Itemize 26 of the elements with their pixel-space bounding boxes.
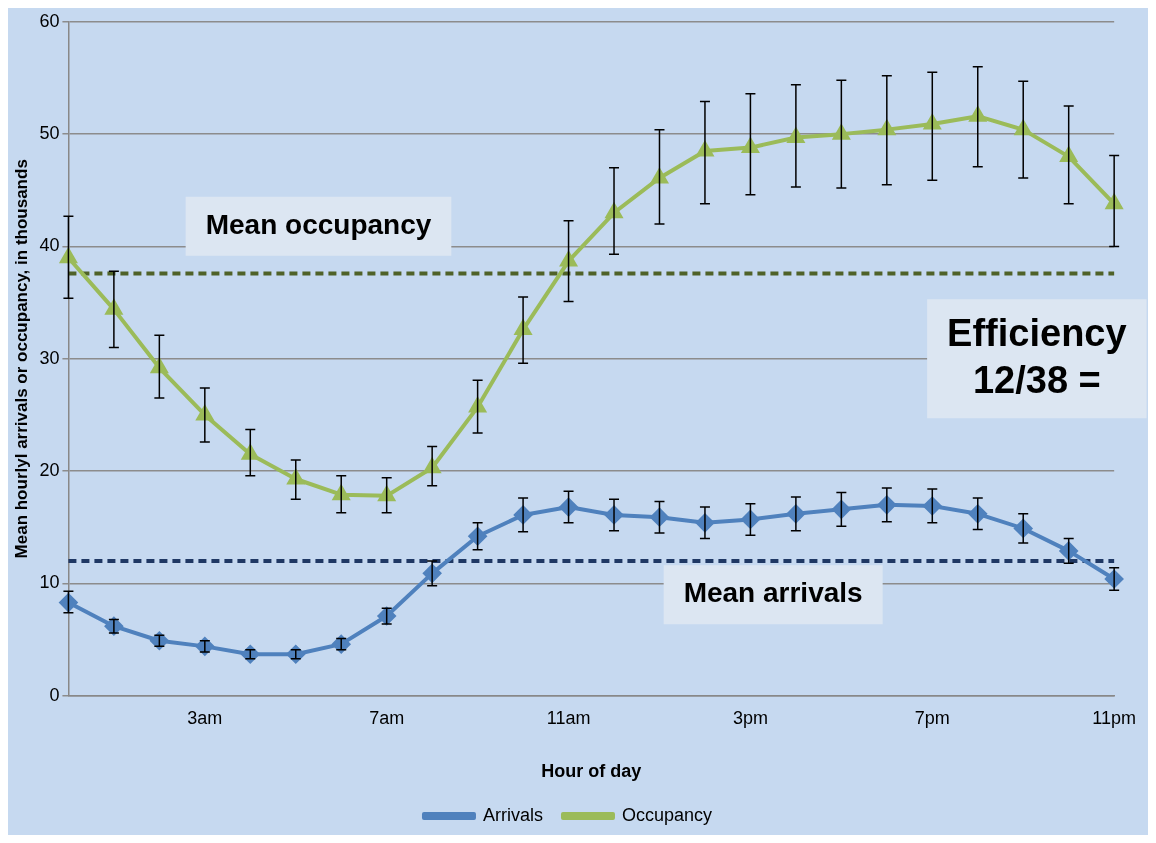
legend-label: Arrivals	[482, 804, 543, 825]
y-tick-label: 0	[49, 684, 60, 705]
y-tick-label: 50	[39, 123, 60, 144]
y-tick-label: 30	[39, 347, 60, 368]
x-tick-label: 11am	[546, 707, 591, 728]
ref-line-label: Mean occupancy	[205, 208, 432, 240]
x-tick-label: 7pm	[914, 707, 950, 728]
y-tick-label: 60	[39, 10, 60, 31]
y-axis-title: Mean hourlyl arrivals or occupancy, in thousands	[11, 159, 31, 559]
point	[241, 645, 260, 664]
point	[332, 635, 351, 654]
x-tick-label: 3am	[187, 707, 223, 728]
x-tick-label: 3pm	[732, 707, 768, 728]
annotation: 12/38 =	[972, 359, 1101, 402]
y-tick-label: 10	[39, 572, 60, 593]
point	[286, 645, 305, 664]
annotation: Efficiency	[947, 311, 1127, 354]
y-tick-label: 20	[39, 460, 60, 481]
ref-line-label: Mean arrivals	[683, 577, 863, 609]
y-tick-label: 40	[39, 235, 60, 256]
x-axis-title: Hour of day	[541, 761, 642, 782]
point	[104, 617, 123, 636]
legend-label: Occupancy	[621, 804, 713, 825]
point	[195, 637, 214, 656]
x-tick-label: 7am	[369, 707, 405, 728]
x-tick-label: 11pm	[1092, 707, 1137, 728]
